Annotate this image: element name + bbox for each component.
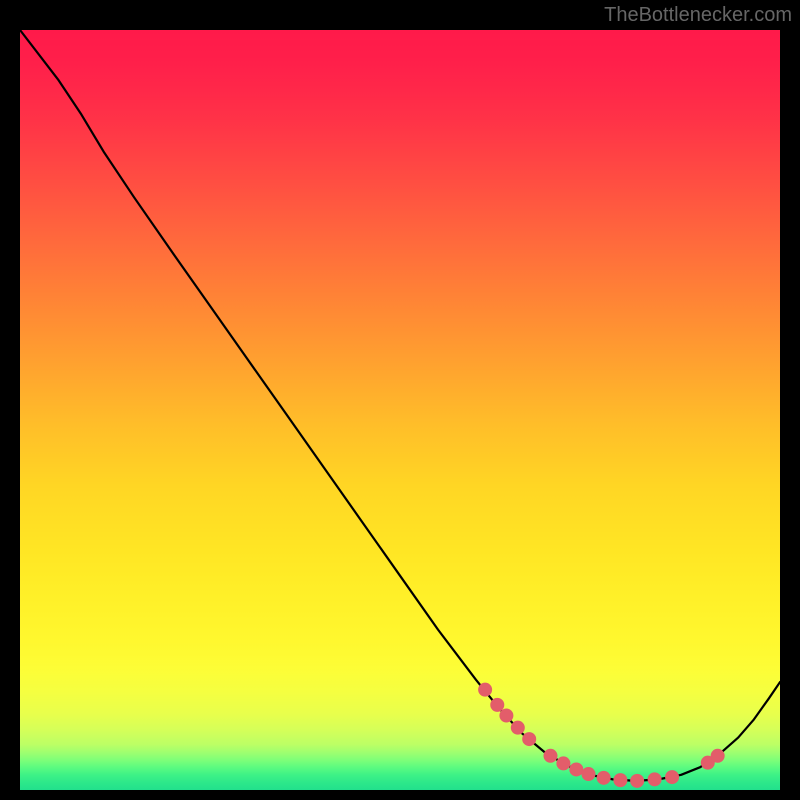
plot-area [20, 30, 780, 790]
chart-svg [20, 30, 780, 790]
data-marker [614, 774, 627, 787]
data-marker [511, 721, 524, 734]
data-marker [491, 698, 504, 711]
data-marker [557, 757, 570, 770]
data-marker [523, 733, 536, 746]
chart-background [20, 30, 780, 790]
data-marker [582, 768, 595, 781]
data-marker [479, 683, 492, 696]
data-marker [648, 773, 661, 786]
data-marker [500, 709, 513, 722]
chart-container: TheBottlenecker.com [0, 0, 800, 800]
data-marker [711, 749, 724, 762]
data-marker [570, 763, 583, 776]
data-marker [631, 774, 644, 787]
watermark-text: TheBottlenecker.com [604, 4, 792, 27]
data-marker [597, 771, 610, 784]
data-marker [544, 749, 557, 762]
data-marker [666, 771, 679, 784]
